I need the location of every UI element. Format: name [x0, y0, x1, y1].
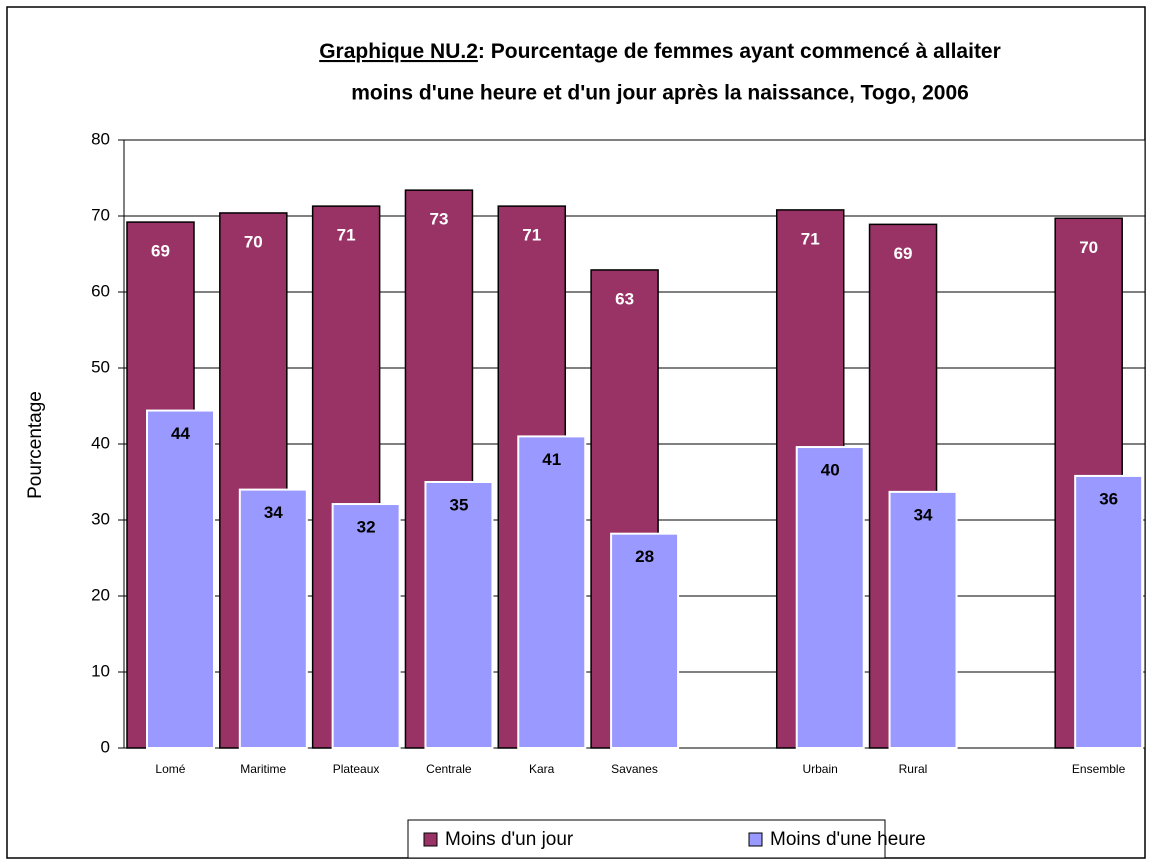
x-tick-label: Lomé — [155, 762, 185, 776]
bar — [238, 488, 308, 749]
bar — [888, 490, 958, 749]
y-tick-label: 60 — [91, 281, 110, 300]
x-tick-label: Plateaux — [333, 762, 380, 776]
y-tick-label: 30 — [91, 509, 110, 528]
data-label: 40 — [821, 461, 840, 480]
y-tick-label: 0 — [101, 737, 110, 756]
data-label: 41 — [542, 450, 561, 469]
x-tick-label: Maritime — [240, 762, 286, 776]
data-label: 69 — [894, 244, 913, 263]
y-tick-label: 80 — [91, 129, 110, 148]
data-label: 69 — [151, 242, 170, 261]
title-prefix: Graphique NU.2 — [319, 40, 478, 63]
y-axis-label: Pourcentage — [25, 391, 46, 499]
data-label: 70 — [244, 232, 263, 251]
chart-title: Graphique NU.2: Pourcentage de femmes ay… — [319, 40, 1001, 63]
legend-box — [407, 819, 886, 859]
legend-label: Moins d'un jour — [445, 829, 574, 850]
data-label: 34 — [914, 505, 933, 524]
x-tick-label: Rural — [899, 762, 928, 776]
bar — [1074, 474, 1144, 749]
data-label: 36 — [1099, 489, 1118, 508]
bar — [610, 532, 680, 749]
bar — [795, 446, 865, 749]
legend-swatch — [423, 832, 438, 847]
data-label: 71 — [337, 226, 356, 245]
y-tick-label: 40 — [91, 433, 110, 452]
bar — [146, 409, 215, 749]
title-line: : Pourcentage de femmes ayant commencé à… — [478, 40, 1001, 63]
data-label: 32 — [357, 518, 376, 537]
y-tick-label: 70 — [91, 205, 110, 224]
title-line: moins d'une heure et d'un jour après la … — [351, 82, 969, 105]
data-label: 73 — [429, 210, 448, 229]
y-tick-label: 10 — [91, 661, 110, 680]
data-label: 63 — [615, 289, 634, 308]
legend-label: Moins d'une heure — [770, 829, 926, 850]
bar — [331, 503, 401, 750]
data-label: 71 — [522, 226, 541, 245]
data-label: 70 — [1079, 238, 1098, 257]
x-tick-label: Urbain — [802, 762, 837, 776]
bar — [424, 481, 494, 749]
data-label: 35 — [449, 495, 468, 514]
data-label: 28 — [635, 547, 654, 566]
data-label: 34 — [264, 503, 283, 522]
x-tick-label: Ensemble — [1072, 762, 1126, 776]
bar — [517, 435, 587, 749]
data-label: 71 — [801, 229, 820, 248]
x-tick-label: Savanes — [611, 762, 658, 776]
x-tick-label: Kara — [529, 762, 555, 776]
y-tick-label: 20 — [91, 585, 110, 604]
legend-swatch — [748, 832, 763, 847]
data-label: 44 — [171, 424, 190, 443]
x-tick-label: Centrale — [426, 762, 472, 776]
y-tick-label: 50 — [91, 357, 110, 376]
